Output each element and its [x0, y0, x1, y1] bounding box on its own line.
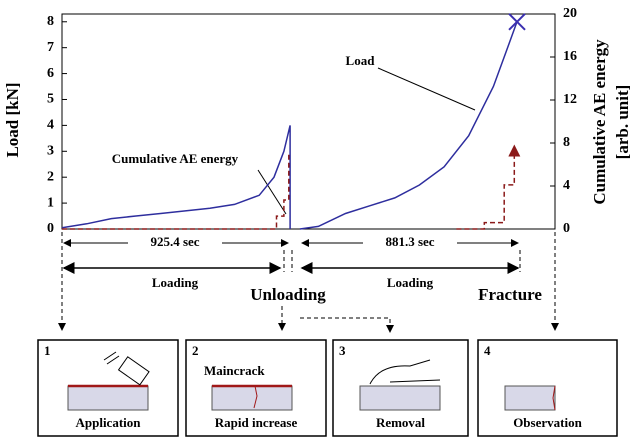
step-number: 3 — [339, 343, 346, 358]
phase-label: Loading — [387, 275, 434, 290]
y2-tick-label: 4 — [563, 178, 570, 193]
y-tick-label: 0 — [47, 221, 54, 236]
step-number: 4 — [484, 343, 491, 358]
step-caption: Observation — [513, 415, 582, 430]
y-tick-label: 3 — [47, 144, 54, 159]
phase-label: Fracture — [478, 285, 542, 304]
y-tick-label: 1 — [47, 195, 54, 210]
step-note: Maincrack — [204, 363, 265, 378]
duration-label: 925.4 sec — [150, 234, 199, 249]
y-tick-label: 5 — [47, 92, 54, 107]
y-tick-label: 4 — [47, 118, 54, 133]
y2-tick-label: 20 — [563, 6, 577, 21]
duration-label: 881.3 sec — [385, 234, 434, 249]
y2-tick-label: 12 — [563, 92, 577, 107]
y2-axis-label: Cumulative AE energy — [590, 39, 609, 205]
y2-tick-label: 8 — [563, 135, 570, 150]
fracture-marker — [509, 14, 525, 30]
illustrations — [68, 352, 555, 410]
plot-frame — [62, 14, 555, 229]
y-axis-label: Load [kN] — [3, 82, 22, 157]
step-caption: Removal — [376, 415, 425, 430]
figure: Load [kN] Cumulative AE energy [arb. uni… — [0, 0, 638, 440]
step-number: 1 — [44, 343, 51, 358]
step-caption: Rapid increase — [215, 415, 298, 430]
phase-label: Loading — [152, 275, 199, 290]
series-annotation: Load — [346, 53, 376, 68]
leader-line — [378, 68, 475, 110]
y-tick-label: 7 — [47, 40, 54, 55]
y2-tick-label: 0 — [563, 221, 570, 236]
y-tick-label: 8 — [47, 14, 54, 29]
step-caption: Application — [75, 415, 141, 430]
y-tick-label: 6 — [47, 66, 54, 81]
y2-axis-label: [arb. unit] — [613, 85, 632, 160]
y-tick-label: 2 — [47, 169, 54, 184]
series-annotation: Cumulative AE energy — [112, 151, 239, 166]
step-number: 2 — [192, 343, 199, 358]
y2-tick-label: 16 — [563, 49, 577, 64]
phase-label: Unloading — [250, 285, 326, 304]
